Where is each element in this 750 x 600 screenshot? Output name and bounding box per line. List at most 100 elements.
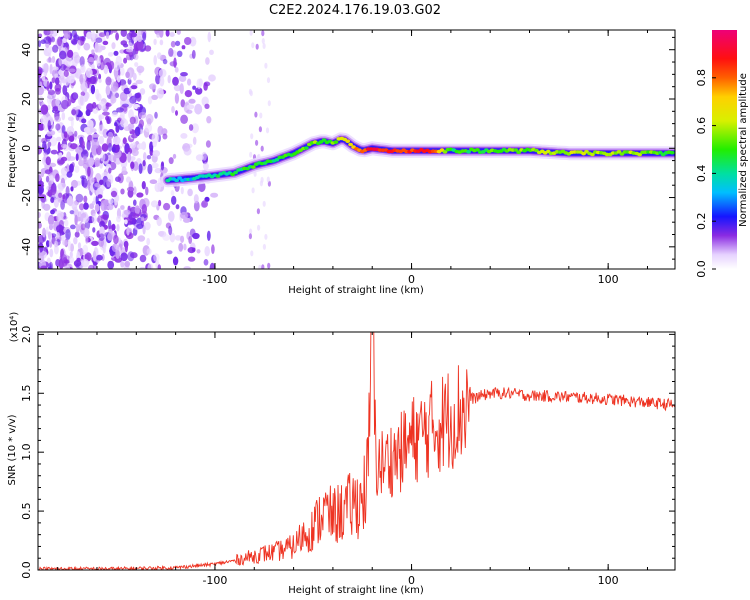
noise-blob — [178, 242, 184, 252]
spectrogram-y-tick-label: -40 — [20, 238, 33, 256]
noise-blob — [137, 35, 143, 43]
noise-blob — [248, 233, 252, 240]
noise-blob — [70, 224, 76, 230]
noise-blob — [80, 213, 84, 223]
noise-blob — [170, 190, 175, 196]
noise-blob — [115, 124, 120, 133]
colorbar-tick-label: 0.0 — [695, 260, 708, 278]
colorbar: 0.0 0.2 0.4 0.6 0.8 Normalized spectral ampl… — [695, 30, 749, 278]
noise-blob — [101, 205, 105, 211]
noise-blob — [188, 236, 193, 244]
noise-blob — [58, 185, 64, 192]
noise-blob — [113, 50, 119, 56]
noise-blob — [54, 77, 60, 85]
noise-blob — [46, 240, 50, 248]
noise-blob — [108, 167, 112, 174]
noise-blob — [67, 49, 74, 58]
noise-blob — [267, 262, 271, 269]
noise-blob — [107, 260, 115, 269]
noise-blob — [68, 68, 76, 73]
noise-blob — [41, 137, 48, 144]
noise-blob — [111, 42, 116, 50]
noise-blob — [112, 136, 121, 145]
noise-blob — [133, 199, 137, 206]
noise-blob — [50, 36, 56, 43]
noise-blob — [262, 43, 266, 49]
noise-blob — [138, 163, 143, 175]
noise-blob — [95, 37, 103, 43]
noise-blob — [123, 57, 128, 64]
snr-line — [38, 332, 675, 570]
noise-blob — [149, 83, 157, 90]
noise-blob — [137, 106, 142, 112]
noise-blob — [127, 152, 132, 163]
noise-blob — [62, 194, 66, 200]
noise-blob — [69, 163, 74, 173]
noise-blob — [210, 192, 219, 198]
noise-blob — [144, 45, 152, 52]
noise-blob — [128, 92, 133, 98]
noise-blob — [206, 230, 211, 241]
noise-blob — [126, 176, 131, 183]
noise-blob — [191, 49, 196, 59]
noise-blob — [57, 36, 63, 47]
noise-blob — [149, 141, 154, 152]
noise-blob — [168, 157, 174, 165]
noise-blob — [69, 210, 75, 215]
noise-blob — [181, 45, 186, 50]
noise-blob — [249, 228, 253, 235]
noise-blob — [71, 38, 78, 45]
noise-blob — [144, 221, 151, 231]
noise-blob — [49, 162, 57, 168]
noise-blob — [267, 100, 271, 107]
noise-blob — [47, 46, 54, 53]
noise-blob — [160, 161, 165, 171]
noise-blob — [159, 30, 164, 38]
noise-blob — [49, 63, 53, 75]
noise-blob — [75, 193, 84, 203]
noise-blob — [209, 49, 214, 55]
noise-blob — [45, 226, 49, 236]
noise-blob — [92, 102, 97, 109]
noise-blob — [47, 89, 56, 96]
noise-blob — [38, 86, 44, 96]
noise-blob — [66, 126, 75, 136]
noise-blob — [111, 146, 116, 153]
noise-blob — [169, 32, 175, 37]
spectrogram-panel: -100 0 100 -40 -20 0 20 40 Height of straight l… — [7, 29, 676, 296]
noise-blob — [255, 139, 259, 146]
noise-blob — [123, 209, 131, 215]
noise-blob — [56, 231, 60, 238]
noise-blob — [58, 69, 66, 76]
noise-blob — [98, 73, 102, 80]
noise-blob — [151, 162, 159, 169]
noise-blob — [105, 76, 112, 86]
noise-blob — [50, 197, 55, 203]
noise-blob — [39, 81, 43, 91]
noise-blob — [38, 222, 42, 229]
noise-blob — [169, 232, 176, 243]
noise-blob — [205, 57, 210, 65]
spectrogram-frame — [37, 29, 676, 270]
noise-blob — [133, 54, 139, 60]
noise-blob — [59, 50, 67, 60]
noise-blob — [49, 81, 53, 90]
noise-blob — [184, 37, 192, 45]
noise-blob — [94, 203, 100, 212]
noise-blob — [59, 254, 68, 263]
noise-blob — [54, 116, 61, 123]
noise-blob — [76, 257, 81, 262]
ridge-point — [466, 150, 471, 154]
noise-blob — [141, 181, 146, 190]
snr-x-axis-label: Height of straight line (km) — [288, 585, 424, 596]
noise-blob — [174, 235, 182, 241]
noise-blob — [47, 214, 55, 226]
noise-blob — [91, 30, 96, 41]
ridge-band — [160, 132, 675, 188]
noise-blob — [127, 123, 135, 129]
noise-blob — [201, 200, 209, 208]
noise-blob — [55, 98, 60, 107]
noise-blob — [80, 91, 86, 96]
ridge-point — [304, 146, 309, 150]
noise-blob — [85, 235, 89, 244]
